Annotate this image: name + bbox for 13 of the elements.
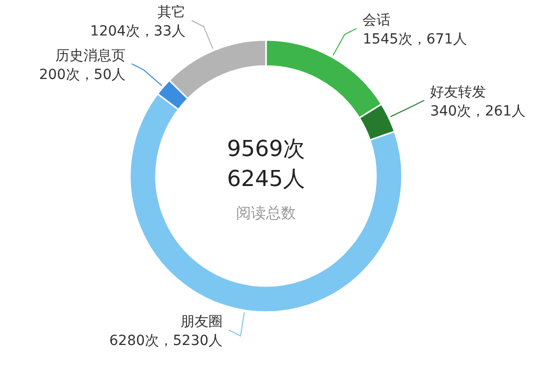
data-label: 340次，261人 [430,103,526,120]
text: 6245人 [227,167,305,192]
data-label: 1545次，671人 [362,31,468,48]
slice-label: 会话 [362,12,391,28]
slice-label: 好友转发 [430,84,486,100]
slice-label: 朋友圈 [180,314,223,330]
data-label: 6280次，5230人 [109,332,223,349]
data-label: 1204次，33人 [90,23,186,40]
text: 9569次 [227,137,305,162]
slice-label: 历史消息页 [56,48,126,64]
text: 阅读总数 [236,204,296,222]
data-label: 200次，50人 [39,66,126,83]
slice-label: 其它 [158,4,186,20]
